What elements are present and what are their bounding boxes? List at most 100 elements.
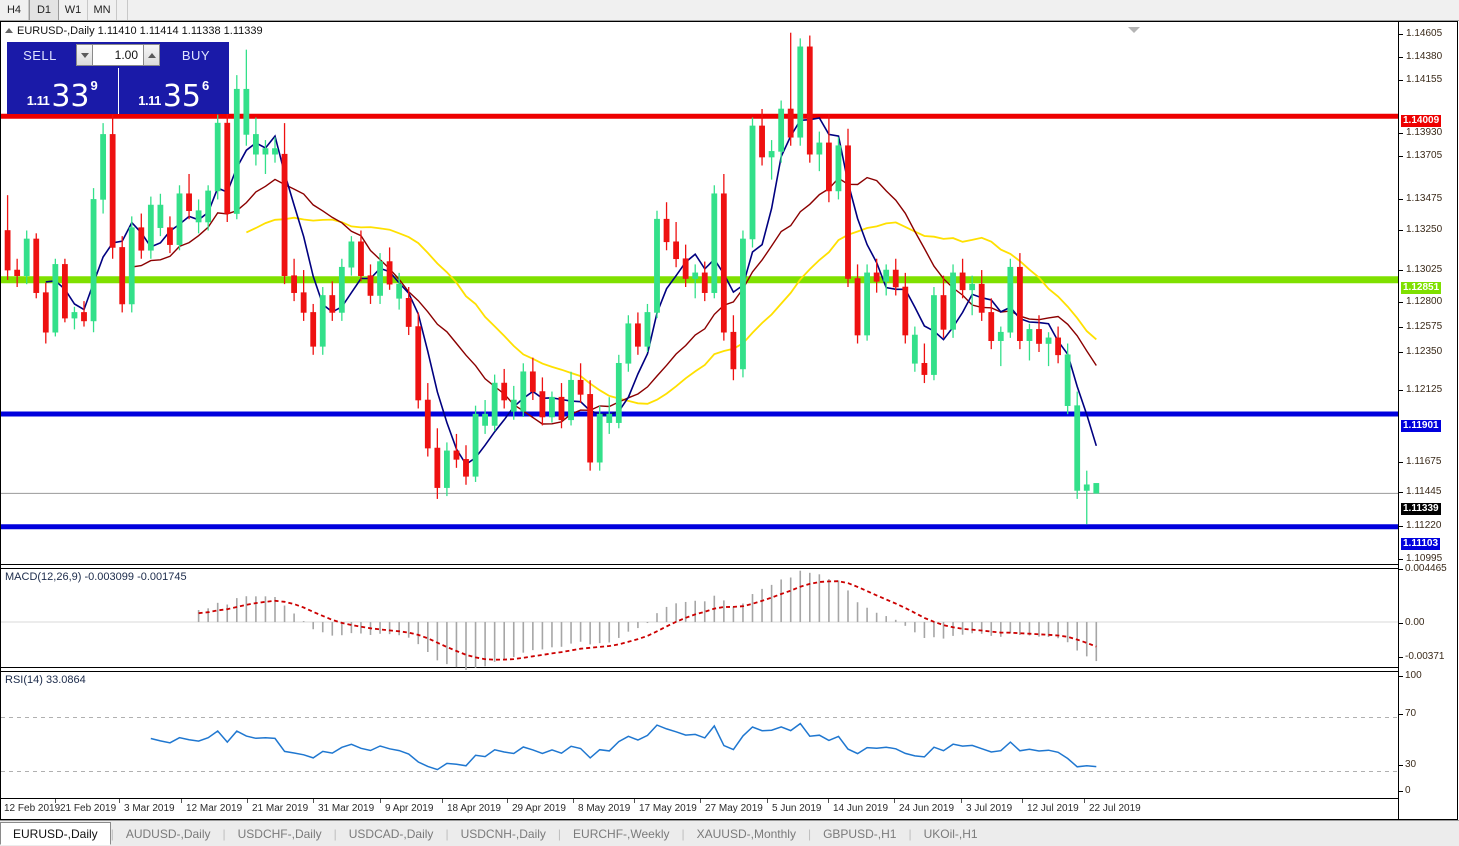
chart-window[interactable]: EURUSD-,Daily 1.11410 1.11414 1.11338 1.… [0,21,1458,820]
chart-tab-eurchf-weekly[interactable]: EURCHF-,Weekly [573,826,670,841]
candle-body [491,382,498,426]
indicator-label: 70 [1405,708,1417,719]
chart-title-text: EURUSD-,Daily 1.11410 1.11414 1.11338 1.… [17,25,263,37]
octp-top-row: SELL 1.00 BUY [7,42,229,68]
date-label: 14 Jun 2019 [833,803,889,814]
price-tick [1399,352,1403,353]
candle-body [291,275,297,293]
candle-body [358,241,364,276]
chart-plot-area[interactable] [1,22,1398,819]
sell-price-fraction: 9 [90,78,98,93]
volume-decrease-button[interactable] [76,44,93,66]
chart-window-tabs[interactable]: EURUSD-,Daily | AUDUSD-,Daily | USDCHF-,Dail… [0,820,1459,846]
candle-body [319,295,326,347]
price-label: 1.12125 [1406,384,1443,395]
candle-body [529,371,536,392]
sell-quote[interactable]: 1.11 33 9 [7,68,119,114]
candle-body [673,241,679,260]
volume-input[interactable]: 1.00 [93,44,143,66]
chart-shift-marker-icon[interactable] [1128,27,1140,33]
candle-body [625,323,632,364]
candle-body [663,218,670,243]
candle-body [1026,329,1033,341]
price-label: 1.13705 [1406,150,1443,161]
candle-body [778,108,785,152]
indicator-tick [1399,623,1403,624]
date-tick [828,799,829,803]
price-tick [1399,526,1403,527]
date-tick [507,799,508,803]
candle-body [262,148,269,155]
candle-body [157,204,164,228]
candle-body [587,394,594,463]
candle-body [119,247,126,305]
date-tick [1084,799,1085,803]
chart-tab-usdcnh-daily[interactable]: USDCNH-,Daily [460,826,546,841]
candle-body [90,199,97,322]
price-tick [1399,80,1403,81]
buy-price-fraction: 6 [202,78,210,93]
date-label: 31 Mar 2019 [318,803,375,814]
date-tick [380,799,381,803]
candle-body [654,218,660,313]
buy-price-prefix: 1.11 [138,93,161,108]
chevron-down-icon [80,52,89,58]
price-label: 1.12800 [1406,296,1443,307]
date-tick [55,799,56,803]
candle-body [701,272,708,293]
timeframe-toolbar: H4 D1 W1 MN [0,0,1459,21]
buy-quote[interactable]: 1.11 35 6 [118,68,229,114]
price-marker-badge: 1.11103 [1401,538,1441,550]
chart-tab-ukoil-h1[interactable]: UKOil-,H1 [923,826,978,841]
price-label: 1.10995 [1406,553,1443,564]
candle-body [816,142,823,155]
chart-tab-xauusd-monthly[interactable]: XAUUSD-,Monthly [696,826,796,841]
chart-tab-audusd-daily[interactable]: AUDUSD-,Daily [125,826,211,841]
candle-body [367,275,374,296]
date-label: 17 May 2019 [639,803,697,814]
date-tick [247,799,248,803]
candle-body [892,269,899,288]
candle-body [501,382,508,401]
price-tick [1399,390,1403,391]
date-tick [634,799,635,803]
macd-signal-line [198,580,1097,661]
timeframe-tab-mn[interactable]: MN [88,0,117,20]
one-click-trading-panel[interactable]: SELL 1.00 BUY 1.11 33 9 1.11 35 6 [7,42,229,114]
candle-body [577,379,584,395]
date-tick [767,799,768,803]
chart-tab-usdcad-daily[interactable]: USDCAD-,Daily [348,826,434,841]
price-tick [1399,34,1403,35]
chart-tab-gbpusd-h1[interactable]: GBPUSD-,H1 [823,826,897,841]
divider-price-macd [1,564,1398,565]
collapse-triangle-icon[interactable] [5,27,13,33]
candle-body [835,145,842,192]
date-label: 21 Feb 2019 [60,803,117,814]
price-label: 1.11220 [1406,520,1442,531]
candle-body [338,266,345,313]
candle-body [167,227,173,245]
candle-body [845,145,851,279]
volume-stepper[interactable]: 1.00 [73,42,163,68]
candle-body [4,230,11,271]
buy-button[interactable]: BUY [163,42,229,68]
chart-tab-eurusd-daily[interactable]: EURUSD-,Daily [0,822,111,845]
chart-tab-usdchf-daily[interactable]: USDCHF-,Daily [237,826,322,841]
candle-body [644,312,651,347]
volume-increase-button[interactable] [143,44,160,66]
candle-body [71,312,78,319]
candle-body [797,46,804,138]
tab-divider: | [333,826,337,841]
candle-body [482,413,488,426]
timeframe-tab-w1[interactable]: W1 [59,0,88,20]
price-label: 1.11445 [1406,486,1442,497]
price-scale[interactable]: 1.14605 1.14380 1.14155 1.13930 1.13705 1.134… [1398,22,1457,819]
timeframe-tab-h4[interactable]: H4 [0,0,29,20]
date-tick [573,799,574,803]
candle-body [568,379,574,421]
indicator-tick [1399,765,1403,766]
timeframe-tab-d1[interactable]: D1 [29,0,59,20]
sell-button[interactable]: SELL [7,42,73,68]
candle-body [1055,337,1061,356]
date-label: 22 Jul 2019 [1089,803,1141,814]
